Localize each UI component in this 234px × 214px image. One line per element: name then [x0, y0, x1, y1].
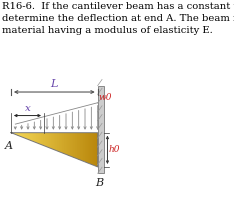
Polygon shape	[15, 133, 16, 135]
Polygon shape	[92, 133, 93, 165]
Polygon shape	[25, 133, 26, 138]
Polygon shape	[48, 133, 49, 148]
Polygon shape	[37, 133, 38, 143]
Polygon shape	[53, 133, 54, 150]
Polygon shape	[84, 133, 85, 162]
Polygon shape	[33, 133, 34, 142]
Polygon shape	[83, 133, 84, 162]
Polygon shape	[44, 133, 45, 146]
Polygon shape	[43, 133, 44, 146]
Polygon shape	[41, 133, 42, 145]
Polygon shape	[55, 133, 56, 150]
Text: A: A	[4, 141, 13, 151]
Polygon shape	[79, 133, 80, 160]
Polygon shape	[30, 133, 31, 141]
Polygon shape	[87, 133, 88, 163]
Text: x: x	[25, 104, 30, 113]
Polygon shape	[89, 133, 90, 164]
Polygon shape	[90, 133, 91, 164]
Polygon shape	[21, 133, 22, 137]
Polygon shape	[54, 133, 55, 150]
Polygon shape	[93, 133, 94, 165]
Text: h0: h0	[109, 145, 121, 154]
Polygon shape	[57, 133, 58, 151]
Polygon shape	[86, 133, 87, 163]
Polygon shape	[71, 133, 72, 157]
Polygon shape	[35, 133, 36, 142]
Polygon shape	[12, 133, 13, 134]
Polygon shape	[60, 133, 61, 152]
Polygon shape	[78, 133, 79, 159]
Polygon shape	[45, 133, 46, 146]
Polygon shape	[64, 133, 65, 154]
Polygon shape	[68, 133, 69, 156]
Polygon shape	[22, 133, 23, 138]
Polygon shape	[31, 133, 32, 141]
Text: R16-6.  If the cantilever beam has a constant thickness t,
determine the deflect: R16-6. If the cantilever beam has a cons…	[2, 2, 234, 36]
Polygon shape	[46, 133, 47, 147]
Polygon shape	[69, 133, 70, 156]
Polygon shape	[81, 133, 82, 161]
Polygon shape	[47, 133, 48, 147]
Polygon shape	[76, 133, 77, 159]
Polygon shape	[23, 133, 24, 138]
Polygon shape	[39, 133, 40, 144]
Bar	[98, 86, 104, 173]
Polygon shape	[27, 133, 28, 139]
Polygon shape	[62, 133, 63, 153]
Polygon shape	[77, 133, 78, 159]
Polygon shape	[72, 133, 73, 157]
Text: w0: w0	[98, 93, 112, 102]
Polygon shape	[13, 133, 14, 134]
Polygon shape	[42, 133, 43, 145]
Polygon shape	[34, 133, 35, 142]
Polygon shape	[26, 133, 27, 139]
Polygon shape	[40, 133, 41, 144]
Text: B: B	[96, 178, 104, 188]
Polygon shape	[18, 133, 19, 136]
Polygon shape	[80, 133, 81, 160]
Text: L: L	[51, 79, 58, 89]
Polygon shape	[16, 133, 17, 135]
Polygon shape	[38, 133, 39, 144]
Polygon shape	[65, 133, 66, 154]
Polygon shape	[85, 133, 86, 162]
Polygon shape	[61, 133, 62, 153]
Polygon shape	[59, 133, 60, 152]
Polygon shape	[95, 133, 96, 166]
Polygon shape	[52, 133, 53, 149]
Polygon shape	[51, 133, 52, 149]
Polygon shape	[17, 133, 18, 135]
Polygon shape	[74, 133, 75, 158]
Polygon shape	[49, 133, 50, 148]
Polygon shape	[67, 133, 68, 155]
Polygon shape	[19, 133, 20, 136]
Polygon shape	[24, 133, 25, 138]
Polygon shape	[73, 133, 74, 158]
Polygon shape	[36, 133, 37, 143]
Polygon shape	[94, 133, 95, 166]
Polygon shape	[58, 133, 59, 152]
Polygon shape	[97, 133, 98, 167]
Polygon shape	[91, 133, 92, 165]
Polygon shape	[63, 133, 64, 153]
Polygon shape	[28, 133, 29, 140]
Polygon shape	[88, 133, 89, 163]
Polygon shape	[56, 133, 57, 151]
Polygon shape	[14, 133, 15, 134]
Polygon shape	[32, 133, 33, 141]
Polygon shape	[29, 133, 30, 140]
Polygon shape	[70, 133, 71, 156]
Polygon shape	[50, 133, 51, 148]
Polygon shape	[96, 133, 97, 167]
Polygon shape	[66, 133, 67, 155]
Polygon shape	[75, 133, 76, 158]
Polygon shape	[20, 133, 21, 137]
Polygon shape	[82, 133, 83, 161]
